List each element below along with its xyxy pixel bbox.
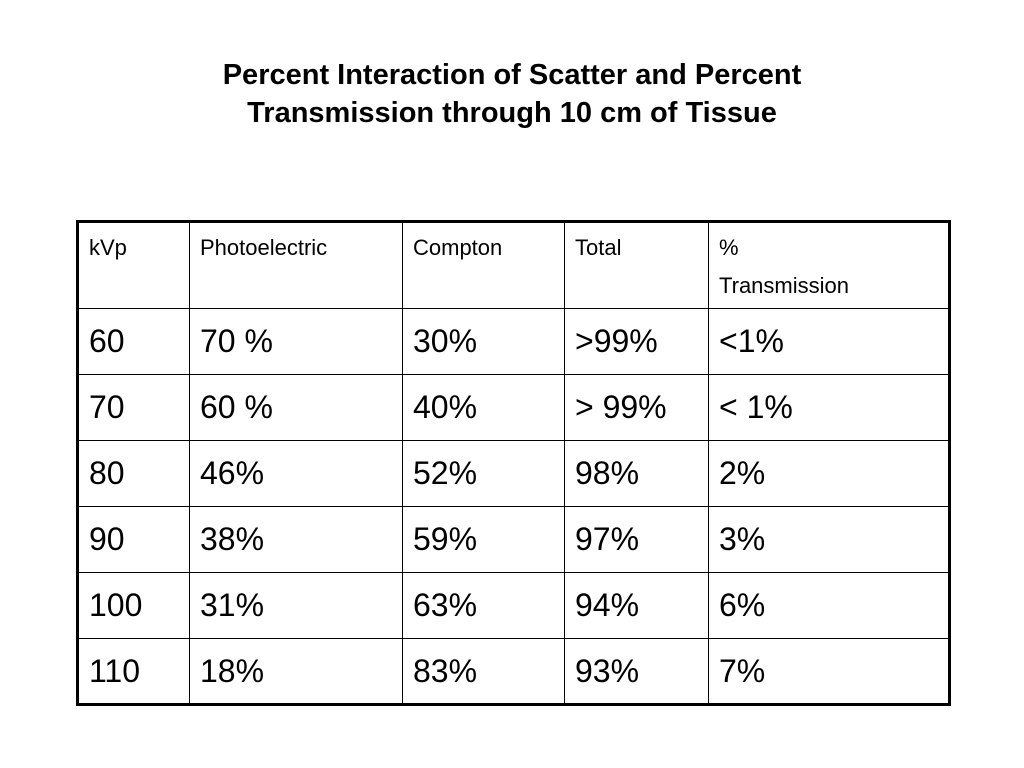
header-transmission-line-1: % [719, 235, 739, 260]
table-row: 70 60 % 40% > 99% < 1% [77, 374, 950, 441]
cell-compton: 40% [402, 374, 565, 441]
cell-compton: 83% [402, 638, 565, 705]
cell-kvp: 80 [77, 440, 190, 507]
cell-kvp: 60 [77, 308, 190, 375]
cell-photoelectric: 70 % [189, 308, 403, 375]
table-row: 80 46% 52% 98% 2% [77, 440, 950, 507]
cell-kvp: 90 [77, 506, 190, 573]
header-kvp: kVp [77, 221, 190, 309]
cell-compton: 52% [402, 440, 565, 507]
header-compton: Compton [402, 221, 565, 309]
table-row: 60 70 % 30% >99% <1% [77, 308, 950, 375]
cell-kvp: 100 [77, 572, 190, 639]
cell-total: >99% [564, 308, 709, 375]
cell-photoelectric: 38% [189, 506, 403, 573]
cell-photoelectric: 31% [189, 572, 403, 639]
title-line-1: Percent Interaction of Scatter and Perce… [222, 59, 802, 91]
cell-compton: 63% [402, 572, 565, 639]
cell-compton: 30% [402, 308, 565, 375]
cell-total: > 99% [564, 374, 709, 441]
table-row: 110 18% 83% 93% 7% [77, 638, 950, 705]
cell-total: 94% [564, 572, 709, 639]
slide-title: Percent Interaction of Scatter and Perce… [0, 56, 1024, 132]
cell-total: 93% [564, 638, 709, 705]
header-transmission: % Transmission [708, 221, 950, 309]
cell-transmission: 3% [708, 506, 950, 573]
header-photoelectric: Photoelectric [189, 221, 403, 309]
title-line-2: Transmission through 10 cm of Tissue [247, 97, 777, 129]
cell-transmission: 7% [708, 638, 950, 705]
table-header-row: kVp Photoelectric Compton Total % Transm… [77, 221, 950, 309]
header-total: Total [564, 221, 709, 309]
cell-transmission: 2% [708, 440, 950, 507]
cell-total: 98% [564, 440, 709, 507]
cell-photoelectric: 46% [189, 440, 403, 507]
data-table: kVp Photoelectric Compton Total % Transm… [76, 220, 951, 706]
cell-total: 97% [564, 506, 709, 573]
cell-transmission: < 1% [708, 374, 950, 441]
table-row: 100 31% 63% 94% 6% [77, 572, 950, 639]
cell-kvp: 110 [77, 638, 190, 705]
cell-transmission: 6% [708, 572, 950, 639]
header-transmission-line-2: Transmission [719, 273, 849, 298]
cell-transmission: <1% [708, 308, 950, 375]
cell-compton: 59% [402, 506, 565, 573]
cell-photoelectric: 60 % [189, 374, 403, 441]
table-row: 90 38% 59% 97% 3% [77, 506, 950, 573]
cell-kvp: 70 [77, 374, 190, 441]
cell-photoelectric: 18% [189, 638, 403, 705]
